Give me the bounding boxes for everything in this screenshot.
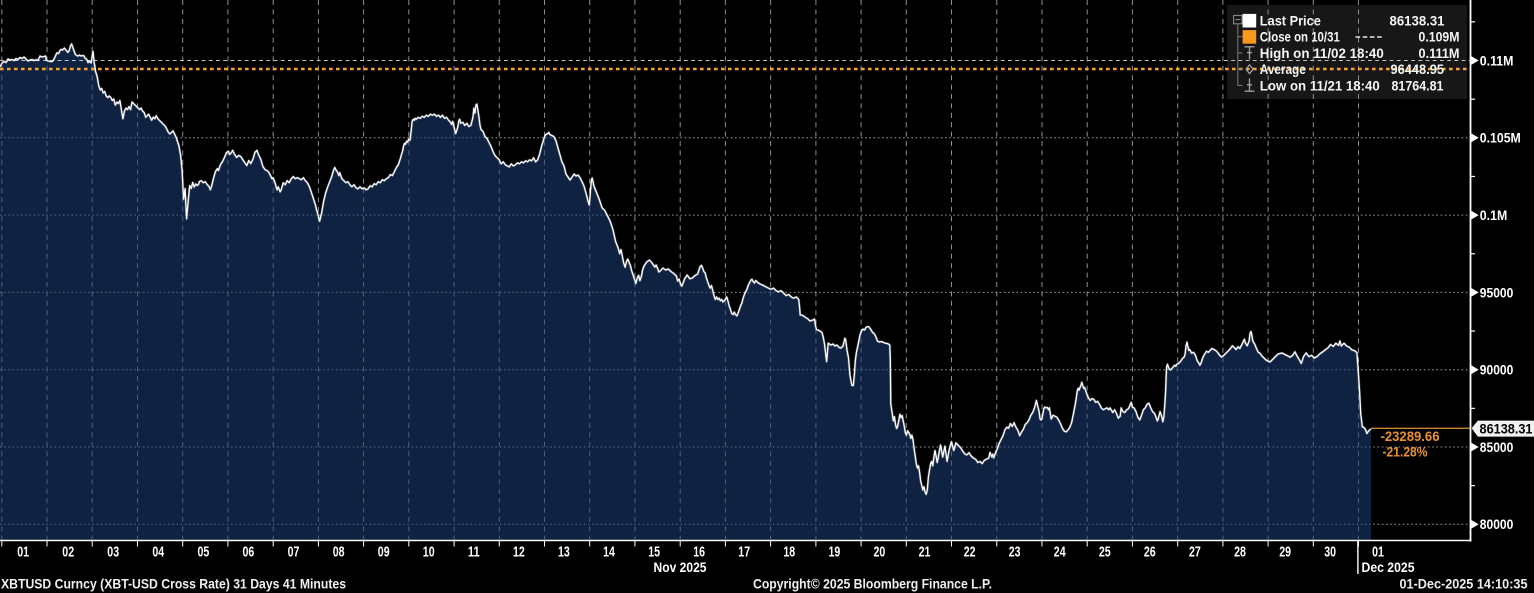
svg-text:06: 06 (243, 545, 255, 561)
svg-text:0.1M: 0.1M (1480, 208, 1508, 223)
svg-text:86138.31: 86138.31 (1390, 14, 1445, 29)
svg-text:24: 24 (1054, 545, 1066, 561)
svg-text:13: 13 (558, 545, 570, 561)
svg-text:0.111M: 0.111M (1419, 46, 1460, 61)
svg-text:02: 02 (62, 545, 74, 561)
svg-text:96448.95: 96448.95 (1391, 62, 1445, 77)
svg-text:81764.81: 81764.81 (1392, 78, 1444, 93)
svg-text:Close on 10/31: Close on 10/31 (1260, 30, 1340, 45)
svg-text:09: 09 (378, 545, 390, 561)
svg-text:26: 26 (1144, 545, 1156, 561)
svg-text:20: 20 (874, 545, 886, 561)
svg-text:Average: Average (1260, 62, 1306, 77)
svg-text:16: 16 (693, 545, 705, 561)
svg-text:17: 17 (738, 545, 750, 561)
svg-text:Last Price: Last Price (1260, 14, 1321, 29)
svg-text:Copyright© 2025 Bloomberg Fina: Copyright© 2025 Bloomberg Finance L.P. (753, 576, 992, 591)
svg-text:01-Dec-2025 14:10:35: 01-Dec-2025 14:10:35 (1400, 576, 1528, 591)
svg-text:0.11M: 0.11M (1480, 53, 1514, 68)
svg-text:80000: 80000 (1480, 517, 1514, 532)
svg-text:23: 23 (1009, 545, 1021, 561)
svg-text:22: 22 (964, 545, 976, 561)
svg-text:0.105M: 0.105M (1480, 131, 1521, 146)
svg-text:Dec 2025: Dec 2025 (1362, 560, 1415, 575)
svg-text:Low on 11/21 18:40: Low on 11/21 18:40 (1260, 78, 1380, 93)
svg-text:95000: 95000 (1480, 285, 1514, 300)
svg-text:-21.28%: -21.28% (1383, 444, 1428, 459)
svg-text:High on 11/02 18:40: High on 11/02 18:40 (1260, 46, 1384, 61)
svg-text:07: 07 (288, 545, 300, 561)
svg-text:03: 03 (107, 545, 119, 561)
svg-text:85000: 85000 (1480, 440, 1514, 455)
svg-text:11: 11 (468, 545, 480, 561)
svg-text:21: 21 (919, 545, 931, 561)
svg-text:90000: 90000 (1480, 363, 1514, 378)
svg-text:Nov 2025: Nov 2025 (654, 560, 707, 575)
svg-text:27: 27 (1189, 545, 1201, 561)
svg-text:30: 30 (1324, 545, 1336, 561)
svg-text:18: 18 (783, 545, 795, 561)
svg-text:19: 19 (829, 545, 841, 561)
svg-text:05: 05 (198, 545, 210, 561)
svg-text:28: 28 (1234, 545, 1246, 561)
svg-text:12: 12 (513, 545, 525, 561)
svg-text:14: 14 (603, 545, 615, 561)
svg-text:08: 08 (333, 545, 345, 561)
svg-text:86138.31: 86138.31 (1480, 421, 1533, 437)
svg-text:01: 01 (1372, 545, 1384, 561)
svg-text:25: 25 (1099, 545, 1111, 561)
svg-text:-23289.66: -23289.66 (1381, 429, 1440, 444)
svg-text:29: 29 (1279, 545, 1291, 561)
svg-text:10: 10 (423, 545, 435, 561)
svg-text:01: 01 (17, 545, 29, 561)
svg-text:15: 15 (648, 545, 660, 561)
svg-text:04: 04 (152, 545, 164, 561)
svg-text:0.109M: 0.109M (1419, 30, 1460, 45)
svg-text:XBTUSD Curncy (XBT-USD Cross R: XBTUSD Curncy (XBT-USD Cross Rate) 31 Da… (1, 576, 346, 591)
